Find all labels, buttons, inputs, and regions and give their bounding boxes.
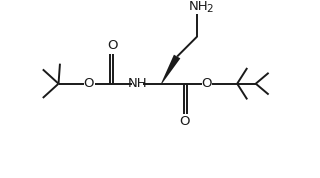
Text: 2: 2 [206, 4, 212, 14]
Text: O: O [179, 115, 189, 128]
Text: NH: NH [189, 0, 208, 13]
Text: O: O [83, 77, 94, 90]
Polygon shape [161, 55, 180, 84]
Text: NH: NH [127, 77, 147, 90]
Text: O: O [201, 77, 212, 90]
Text: O: O [108, 39, 118, 52]
